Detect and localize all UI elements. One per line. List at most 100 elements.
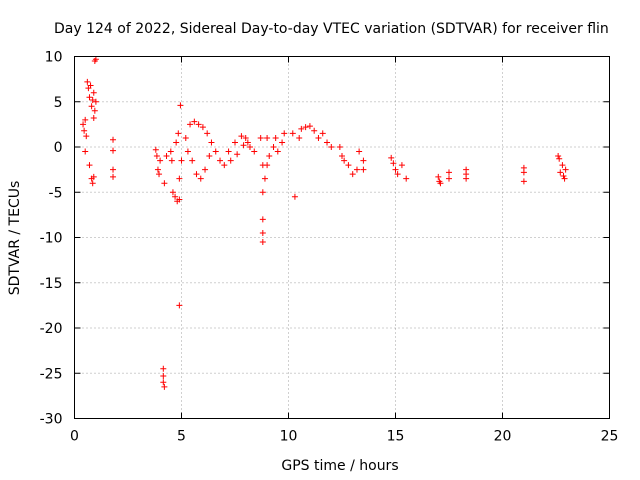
x-tick-label: 5 <box>177 429 186 445</box>
data-point <box>191 118 198 125</box>
data-point <box>244 139 251 146</box>
data-point <box>240 142 247 149</box>
y-tick-label: -20 <box>40 321 63 337</box>
data-point <box>217 157 224 164</box>
data-point <box>259 229 266 236</box>
data-point <box>182 134 189 141</box>
data-point <box>176 302 183 309</box>
data-point <box>152 146 159 153</box>
data-point <box>208 139 215 146</box>
data-point <box>110 173 117 180</box>
data-point <box>161 383 168 390</box>
x-tick-labels: 0 5 10 15 20 25 <box>70 429 618 445</box>
data-point <box>349 171 356 178</box>
data-point <box>234 151 241 158</box>
data-point <box>274 148 281 155</box>
data-point <box>193 171 200 178</box>
data-point <box>173 139 180 146</box>
x-tick-label: 25 <box>601 429 619 445</box>
data-point <box>177 102 184 109</box>
data-point <box>390 160 397 167</box>
data-point <box>279 139 286 146</box>
data-point <box>291 193 298 200</box>
data-point <box>341 157 348 164</box>
data-point <box>356 148 363 155</box>
data-point <box>212 148 219 155</box>
data-point <box>259 239 266 246</box>
data-point <box>394 171 401 178</box>
y-tick-label: -25 <box>40 366 63 382</box>
data-point <box>559 162 566 169</box>
data-point <box>160 365 167 372</box>
data-point <box>195 121 202 128</box>
data-point <box>206 153 213 160</box>
data-point <box>221 162 228 169</box>
x-tick-label: 15 <box>387 429 405 445</box>
data-point <box>232 139 238 146</box>
data-point <box>311 127 318 134</box>
data-point <box>199 124 206 131</box>
data-point <box>110 147 117 154</box>
grid-lines <box>74 56 610 419</box>
axis-ticks <box>74 56 610 419</box>
data-point <box>167 148 174 155</box>
data-point <box>557 169 564 176</box>
data-point <box>257 134 264 141</box>
data-point <box>84 78 91 85</box>
data-point <box>92 56 99 63</box>
data-point <box>189 157 196 164</box>
data-point <box>160 372 167 379</box>
data-point <box>82 116 89 123</box>
data-point <box>86 162 93 169</box>
y-tick-label: -15 <box>40 276 63 292</box>
data-point <box>163 153 170 160</box>
data-point <box>168 157 175 164</box>
data-point <box>339 153 345 160</box>
y-axis-label: SDTVAR / TECUs <box>7 181 23 296</box>
data-point <box>161 180 168 187</box>
data-point <box>172 193 179 200</box>
data-point <box>520 178 527 185</box>
data-point <box>296 134 303 141</box>
x-tick-label: 10 <box>280 429 298 445</box>
data-point <box>227 157 234 164</box>
data-point <box>90 89 97 96</box>
data-point <box>360 157 367 164</box>
data-point <box>90 115 97 122</box>
y-tick-label: 0 <box>54 140 63 156</box>
x-tick-label: 20 <box>494 429 512 445</box>
data-point <box>298 125 305 132</box>
data-point <box>328 144 335 150</box>
data-point <box>83 133 90 140</box>
data-point <box>435 173 442 180</box>
data-point <box>184 148 191 155</box>
data-point <box>270 144 277 150</box>
data-point <box>157 157 164 164</box>
data-point <box>156 171 163 178</box>
data-point <box>289 130 296 137</box>
data-point <box>388 154 395 161</box>
y-tick-label: 10 <box>45 50 63 66</box>
data-point <box>560 172 567 179</box>
data-point <box>89 96 96 103</box>
data-point <box>87 82 94 89</box>
data-point <box>80 121 87 128</box>
data-point <box>520 169 527 176</box>
data-point <box>345 162 352 169</box>
y-tick-label: -5 <box>49 185 63 201</box>
data-point <box>562 166 569 173</box>
data-point <box>153 153 160 160</box>
data-point <box>246 144 253 150</box>
data-point <box>242 134 249 141</box>
data-point <box>315 134 322 141</box>
data-point <box>178 157 185 164</box>
data-point <box>110 136 117 143</box>
data-point <box>238 133 245 140</box>
data-point <box>324 139 331 146</box>
data-point <box>91 107 98 114</box>
y-tick-label: 5 <box>54 95 63 111</box>
data-point <box>463 175 470 182</box>
data-point <box>266 153 273 160</box>
data-point <box>437 180 444 187</box>
